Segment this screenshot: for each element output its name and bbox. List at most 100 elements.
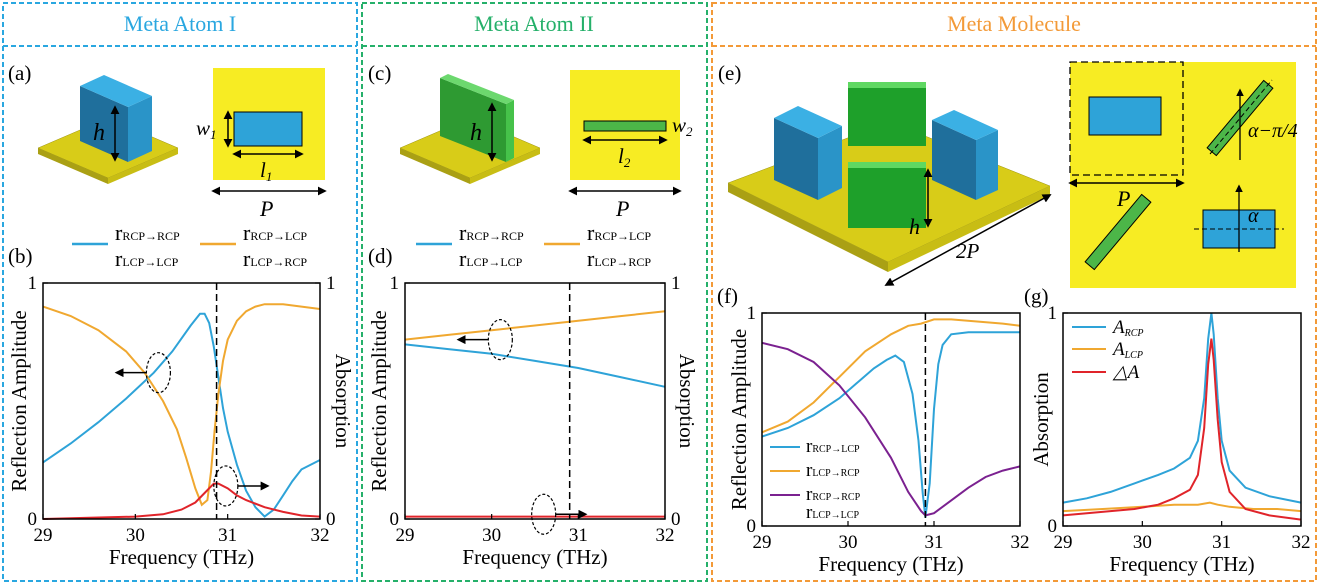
x-tick-label: 29 [34, 525, 53, 546]
legend-rcp_rcp: rRCP→RCP [806, 484, 861, 505]
x-tick-label: 31 [218, 525, 237, 546]
section-title-molecule: Meta Molecule [947, 11, 1081, 36]
left-blue-top [774, 106, 842, 138]
panel-label-e: (e) [718, 61, 741, 85]
p-label: P [259, 196, 273, 221]
annotation-ellipse-0 [487, 319, 513, 361]
x-tick-label: 30 [482, 525, 501, 546]
y-tick-label: 1 [28, 273, 38, 294]
legend-main: r [806, 484, 813, 505]
legend-rcp-lcp: rRCP→LCP [587, 220, 651, 245]
legend-main: r [806, 436, 813, 457]
x-tick-label: 29 [1054, 532, 1073, 553]
legend-lcp-lcp: rLCP→LCP [459, 246, 523, 271]
series-rcp_rcp_lcp_lcp [761, 341, 1021, 517]
legend-lcp-lcp: rLCP→LCP [115, 246, 179, 271]
front-green-top [848, 162, 926, 168]
left-blue-side [818, 126, 842, 200]
plate-side-left [728, 183, 888, 272]
legend-rcp-rcp: rRCP→RCP [115, 220, 180, 245]
right-blue-front [932, 120, 976, 200]
right-blue-top [932, 110, 998, 140]
legend-sub: RCP→LCP [812, 444, 860, 455]
top-view-block [583, 120, 667, 132]
series-rcp_lcp_lcp_rcp [42, 303, 321, 507]
legend-main: A [1111, 317, 1125, 338]
legend-rcp_lcp: rRCP→LCP [806, 436, 860, 457]
diagram-a: h w1 l1 P [37, 68, 327, 221]
y-tick-label: 1 [747, 303, 757, 324]
series-lcp_rcp [761, 318, 1021, 434]
unit-cell-box [1069, 61, 1184, 176]
x-tick-label: 31 [1212, 532, 1231, 553]
y2-tick-label: 1 [671, 273, 681, 294]
legend-delta-a: △A [1112, 362, 1140, 383]
x-tick-label: 32 [1292, 532, 1311, 553]
series-a_rcp [1062, 312, 1302, 504]
panel-label-b: (b) [8, 244, 33, 268]
right-blue-side [976, 130, 998, 200]
plate-side-right [470, 148, 540, 184]
block-top [80, 75, 152, 107]
x-axis-label: Frequency (THz) [462, 545, 607, 569]
x-tick-label: 32 [1011, 532, 1030, 553]
plot-frame [404, 282, 666, 520]
y2-axis-label: Absorption [331, 354, 355, 449]
block-top [440, 74, 514, 104]
x-axis-label: Frequency (THz) [1109, 552, 1254, 576]
legend-main: r [806, 502, 813, 523]
angle2-label: α [1248, 205, 1259, 227]
x-tick-label: 31 [925, 532, 944, 553]
section-title-atom1: Meta Atom I [124, 11, 236, 36]
y2-axis-label: Absorption [675, 354, 699, 449]
legend-rcp-lcp: rRCP→LCP [243, 220, 307, 245]
plot-frame [761, 312, 1021, 527]
x-tick-label: 30 [839, 532, 858, 553]
y-tick-label: 1 [1048, 303, 1058, 324]
w-label: w1 [196, 116, 217, 142]
legend-main: r [806, 460, 813, 481]
panel-label-a: (a) [8, 61, 31, 85]
y-axis-label: Reflection Amplitude [727, 329, 751, 510]
legend-rcp-rcp: rRCP→RCP [459, 220, 524, 245]
section-frame-atom2 [361, 2, 708, 582]
dash-tr [1209, 79, 1273, 155]
top-view-block [233, 111, 303, 147]
series-rcp_rcp_lcp_lcp [42, 312, 321, 518]
x-tick-label: 31 [569, 525, 588, 546]
plate-side-right [108, 148, 178, 184]
legend-a-rcp: ARCP [1111, 317, 1144, 339]
section-frame-atom1 [2, 2, 358, 582]
series-a_lcp [1062, 501, 1302, 513]
y-axis-label: Reflection Amplitude [367, 310, 391, 491]
chart-f: 29 30 31 32 0 1 Frequency (THz) Reflection Ampl… [727, 303, 1030, 576]
l-label: l1 [260, 158, 272, 184]
plot-frame [42, 282, 321, 520]
legend-lcp_lcp: rLCP→LCP [806, 502, 859, 523]
panel-label-d: (d) [368, 244, 393, 268]
x-tick-label: 29 [396, 525, 415, 546]
top-view-green-bl [1084, 193, 1152, 271]
diagram-c: h w2 l2 P [399, 70, 693, 221]
legend-a-lcp: ALCP [1111, 339, 1143, 361]
y2-tick-label: 0 [671, 509, 681, 530]
plate-side-left [400, 148, 470, 184]
panel-label-f: (f) [717, 284, 738, 308]
p-label: P [1116, 186, 1130, 211]
legend-b: rRCP→RCP rLCP→LCP rRCP→LCP rLCP→RCP [72, 220, 307, 271]
panel-label-g: (g) [1024, 284, 1049, 308]
section-title-atom2: Meta Atom II [474, 11, 594, 36]
block-side [128, 96, 152, 162]
angle1-label: α−π/4 [1248, 120, 1298, 142]
annotation-ellipse-1 [213, 465, 239, 507]
y-axis-label: Absorption [1029, 372, 1053, 467]
block-side [506, 100, 514, 162]
two-p-arrow [884, 194, 1052, 286]
legend-lcp-rcp: rLCP→RCP [587, 246, 651, 271]
h-label: h [909, 214, 920, 239]
legend-lcp_rcp: rLCP→RCP [806, 460, 860, 481]
p-label: P [615, 196, 629, 221]
x-axis-label: Frequency (THz) [818, 552, 963, 576]
y-tick-label: 0 [747, 516, 757, 537]
